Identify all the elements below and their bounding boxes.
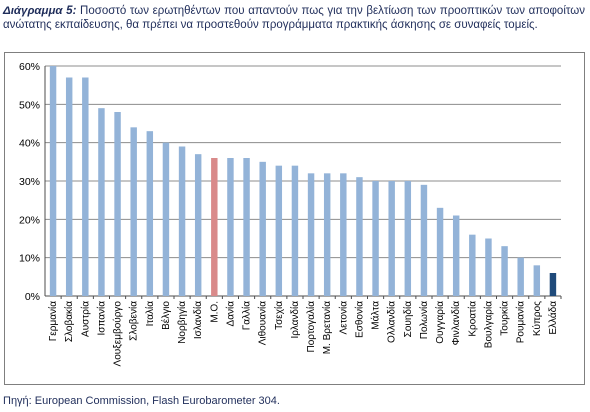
bar [130, 127, 137, 296]
x-tick-label: Μ.Ο. [209, 301, 220, 323]
x-tick-label: Βουλγαρία [482, 301, 494, 348]
bar [275, 165, 283, 296]
bar [146, 131, 154, 296]
bar [243, 158, 250, 296]
bar [388, 181, 395, 296]
x-tick-label: Ιταλία [144, 301, 156, 327]
x-tick-label: Νορβηγία [176, 301, 188, 344]
x-tick-label: Ισλανδία [192, 301, 204, 339]
x-tick-label: Ρουμανία [515, 301, 527, 343]
bar [469, 234, 476, 296]
y-tick-label: 30% [19, 176, 40, 188]
bar [178, 146, 186, 296]
x-tick-label: Εσθονία [353, 301, 365, 338]
source-note: Πηγή: European Commission, Flash Eurobar… [3, 395, 280, 407]
bar [404, 181, 412, 296]
y-tick-label: 10% [19, 253, 40, 265]
x-tick-label: Σλοβενία [128, 301, 140, 341]
bar [501, 246, 508, 296]
bar [211, 158, 218, 296]
bar [291, 165, 299, 296]
bar [517, 257, 524, 296]
x-tick-label: Μάλτα [370, 301, 382, 330]
x-tick-label: Ουγγαρία [434, 301, 446, 344]
bar [549, 273, 557, 296]
chart-caption: Διάγραμμα 5: Ποσοστό των ερωτηθέντων που… [3, 4, 585, 32]
x-tick-label: Λετονία [337, 301, 349, 335]
y-tick-label: 20% [19, 214, 40, 226]
x-tick-label: Ελλάδα [547, 301, 559, 335]
bar [340, 173, 347, 296]
y-tick-label: 40% [19, 138, 40, 150]
bar [323, 173, 331, 296]
bar [420, 184, 428, 296]
x-tick-label: Ιρλανδία [289, 301, 301, 339]
x-tick-label: Γαλλία [241, 301, 253, 331]
bar [372, 181, 379, 296]
bar-chart: 0% 10% 20% 30% 40% 50% 60% Γερμανία Σλοβακία Αυστ… [19, 61, 562, 367]
x-tick-label: Πορτογαλία [305, 301, 317, 353]
x-tick-label: Λουξεμβούργο [112, 301, 124, 367]
bar [356, 177, 363, 296]
bar [259, 161, 266, 296]
caption-text: Ποσοστό των ερωτηθέντων που απαντούν πως… [3, 5, 585, 31]
x-tick-label: Κύπρος [531, 301, 543, 336]
y-tick-label: 60% [19, 61, 40, 73]
x-tick-label: Γερμανία [47, 301, 59, 341]
x-tick-label: Δανία [224, 301, 236, 327]
x-tick-label: Αυστρία [79, 301, 91, 337]
bar [162, 142, 170, 296]
x-tick-label: Ισπανία [95, 301, 107, 336]
x-tick-label: Σουηδία [402, 301, 414, 338]
y-tick-label: 50% [19, 99, 40, 111]
x-tick-label: Φινλανδία [450, 301, 462, 346]
x-tick-label: Ολλανδία [386, 301, 398, 343]
x-tick-label: Λιθουανία [257, 301, 269, 345]
x-tick-label: Σλοβακία [63, 301, 75, 342]
x-tick-label: Μ. Βρετανία [321, 301, 333, 355]
bar [436, 207, 444, 296]
caption-label: Διάγραμμα 5: [3, 5, 77, 17]
bar [194, 154, 202, 296]
y-tick-label: 0% [25, 291, 40, 303]
x-tick-label: Βέλγιο [160, 301, 172, 330]
x-tick-label: Τουρκία [499, 301, 511, 336]
bar [227, 158, 234, 296]
x-tick-label: Κροατία [466, 301, 478, 337]
bar [49, 66, 57, 296]
bar [452, 215, 460, 296]
bar [533, 265, 541, 296]
bar [65, 77, 73, 296]
bar [485, 238, 492, 296]
bar [82, 77, 89, 296]
x-tick-label: Πολωνία [418, 301, 430, 339]
bar [98, 108, 105, 296]
x-tick-label: Τσεχία [273, 301, 285, 330]
bar [114, 112, 121, 296]
chart-frame: 0% 10% 20% 30% 40% 50% 60% Γερμανία Σλοβακία Αυστ… [4, 52, 585, 385]
bar [307, 173, 315, 296]
